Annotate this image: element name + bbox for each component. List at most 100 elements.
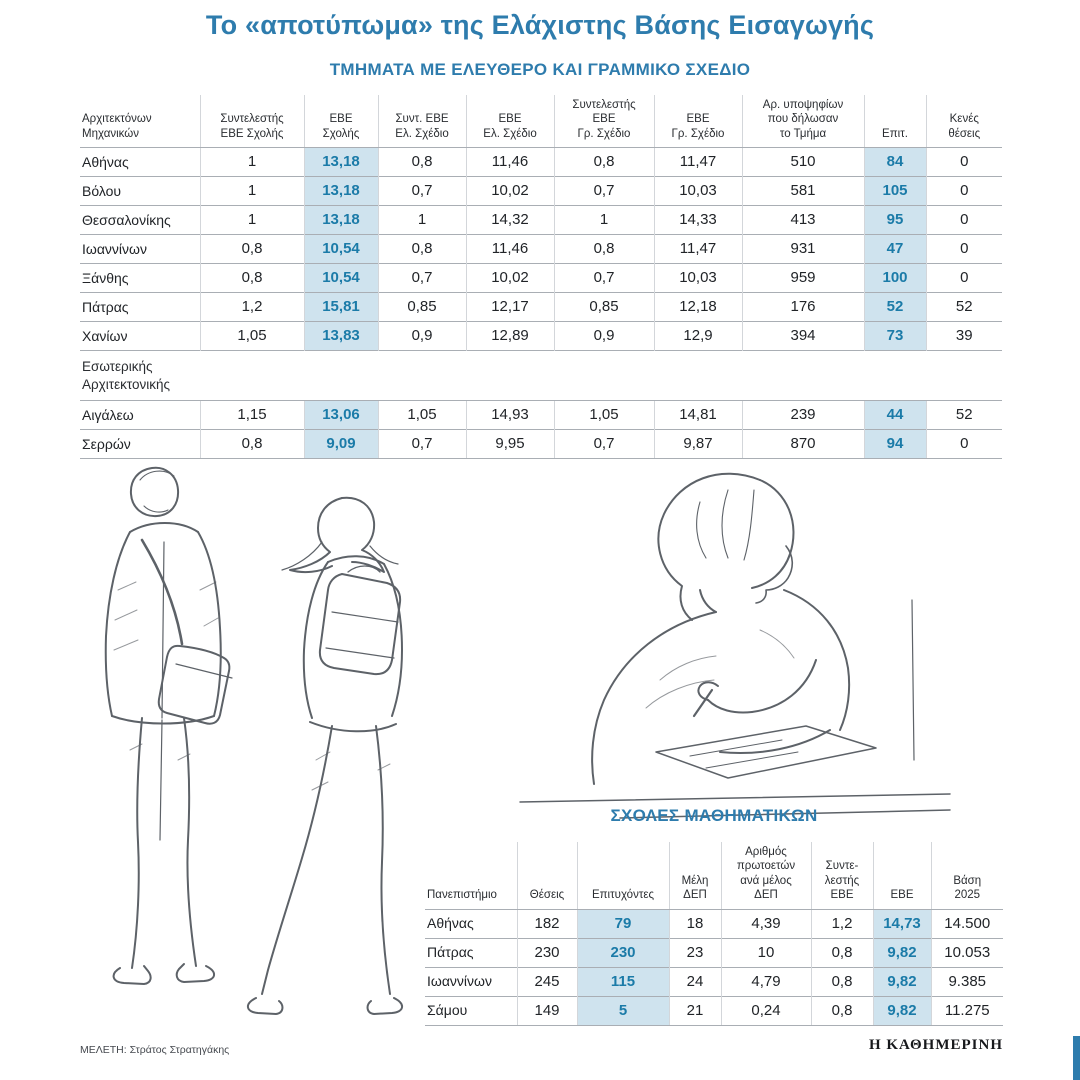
row-label: Πάτρας (80, 292, 200, 322)
header-row: Πανεπιστήμιο Θέσεις Επιτυχόντες Μέλη ΔΕΠ Αρι… (425, 842, 1003, 910)
table-cell: 0,8 (553, 147, 654, 177)
table-cell: 39 (925, 321, 1002, 351)
column-header: Πανεπιστήμιο (425, 842, 517, 910)
row-label: Ιωαννίνων (80, 234, 200, 264)
table-row: Πάτρας 230 230 23 10 0,8 9,82 10.053 (425, 937, 1003, 967)
table-cell: 1,05 (199, 321, 304, 351)
table-row: Σερρών 0,8 9,09 0,7 9,95 0,7 9,87 870 94 0 (80, 429, 1002, 460)
table-cell: 10,03 (653, 263, 742, 293)
math-table-wrap: Πανεπιστήμιο Θέσεις Επιτυχόντες Μέλη ΔΕΠ Αρι… (425, 842, 1003, 1026)
header-row: Αρχιτεκτόνων Μηχανικών Συντελεστής ΕΒΕ Σχ… (80, 95, 1002, 149)
table-cell: 0 (925, 234, 1002, 264)
table-cell: 52 (925, 400, 1002, 430)
column-header: Συντε- λεστής ΕΒΕ (810, 842, 873, 910)
table-cell: 13,83 (303, 321, 378, 351)
table-cell: 10,54 (303, 234, 378, 264)
table-cell: 245 (516, 966, 577, 996)
table-cell: 0,8 (199, 263, 304, 293)
table-cell: 149 (516, 995, 577, 1026)
row-label: Σάμου (425, 995, 517, 1026)
table-cell: 413 (741, 205, 864, 235)
table-cell: 0,7 (377, 263, 466, 293)
section-row: Εσωτερικής Αρχιτεκτονικής (80, 350, 1002, 401)
table-cell: 95 (863, 205, 926, 235)
table-cell: 13,06 (303, 400, 378, 430)
column-header: Αρ. υποψηφίων που δήλωσαν το Τμήμα (741, 95, 864, 149)
table-cell: 10.053 (930, 937, 1003, 967)
column-header: ΕΒΕ Ελ. Σχέδιο (465, 95, 554, 149)
table-cell: 105 (863, 176, 926, 206)
table-cell: 18 (668, 908, 721, 938)
table-cell: 1 (199, 176, 304, 206)
table-cell: 9,82 (872, 937, 931, 967)
table-row: Χανίων 1,05 13,83 0,9 12,89 0,9 12,9 394 73 39 (80, 321, 1002, 351)
table-row: Αθήνας 1 13,18 0,8 11,46 0,8 11,47 510 84 0 (80, 147, 1002, 177)
newspaper-logo: Η ΚΑΘΗΜΕΡΙΝΗ (868, 1037, 1003, 1053)
table-row: Σάμου 149 5 21 0,24 0,8 9,82 11.275 (425, 995, 1003, 1026)
column-header: ΕΒΕ Σχολής (303, 95, 378, 149)
table-cell: 1,05 (553, 400, 654, 430)
table-cell: 0,8 (810, 937, 873, 967)
row-label: Σερρών (80, 429, 200, 460)
table-cell: 9,87 (653, 429, 742, 460)
table-cell: 94 (863, 429, 926, 460)
table-cell: 0,24 (720, 995, 811, 1026)
table-cell: 0 (925, 429, 1002, 460)
table-cell: 0,9 (377, 321, 466, 351)
table-cell: 0,7 (377, 176, 466, 206)
table-cell: 10,02 (465, 263, 554, 293)
table-cell: 73 (863, 321, 926, 351)
table-cell: 0,7 (553, 176, 654, 206)
table-cell: 11,47 (653, 147, 742, 177)
table-row: Αιγάλεω 1,15 13,06 1,05 14,93 1,05 14,81 239 44 5… (80, 400, 1002, 430)
table-cell: 239 (741, 400, 864, 430)
table-cell: 0,9 (553, 321, 654, 351)
table-cell: 1,2 (810, 908, 873, 938)
column-header: Επιτ. (863, 95, 926, 149)
column-header: Μέλη ΔΕΠ (668, 842, 721, 910)
table-cell: 0 (925, 205, 1002, 235)
table-cell: 52 (925, 292, 1002, 322)
table-cell: 1,05 (377, 400, 466, 430)
column-header: Βάση 2025 (930, 842, 1003, 910)
section-label: Εσωτερικής Αρχιτεκτονικής (80, 350, 1002, 401)
table-cell: 9,82 (872, 966, 931, 996)
table-cell: 9,82 (872, 995, 931, 1026)
column-header: Επιτυχόντες (576, 842, 669, 910)
page-title: Το «αποτύπωμα» της Ελάχιστης Βάσης Εισαγ… (205, 10, 875, 40)
table-cell: 9.385 (930, 966, 1003, 996)
table-cell: 12,18 (653, 292, 742, 322)
brand-accent-bar (1073, 1036, 1080, 1080)
table-cell: 9,09 (303, 429, 378, 460)
table-cell: 52 (863, 292, 926, 322)
row-label: Θεσσαλονίκης (80, 205, 200, 235)
table-cell: 0 (925, 263, 1002, 293)
study-credit: ΜΕΛΕΤΗ: Στράτος Στρατηγάκης (80, 1044, 230, 1056)
row-label: Αθήνας (80, 147, 200, 177)
column-header: Συντ. ΕΒΕ Ελ. Σχέδιο (377, 95, 466, 149)
table-cell: 0,8 (377, 147, 466, 177)
table-cell: 510 (741, 147, 864, 177)
table-cell: 11,46 (465, 234, 554, 264)
table-cell: 79 (576, 908, 669, 938)
table1-title: ΤΜΗΜΑΤΑ ΜΕ ΕΛΕΥΘΕΡΟ ΚΑΙ ΓΡΑΜΜΙΚΟ ΣΧΕΔΙΟ (329, 60, 751, 79)
table-cell: 1 (553, 205, 654, 235)
table-cell: 0,7 (377, 429, 466, 460)
table-cell: 11,47 (653, 234, 742, 264)
row-label: Χανίων (80, 321, 200, 351)
walking-man-sketch-icon (104, 466, 233, 985)
table-cell: 23 (668, 937, 721, 967)
table-cell: 230 (576, 937, 669, 967)
table-cell: 1 (377, 205, 466, 235)
table-cell: 1 (199, 147, 304, 177)
table-cell: 12,89 (465, 321, 554, 351)
table-cell: 0,8 (810, 966, 873, 996)
walking-woman-backpack-sketch-icon (247, 496, 403, 1015)
student-writing-sketch-icon (519, 472, 951, 819)
table-cell: 1 (199, 205, 304, 235)
table-cell: 14,93 (465, 400, 554, 430)
table-cell: 0,8 (199, 429, 304, 460)
table-cell: 10 (720, 937, 811, 967)
math-schools-table: Πανεπιστήμιο Θέσεις Επιτυχόντες Μέλη ΔΕΠ Αρι… (425, 842, 1003, 1026)
table-cell: 15,81 (303, 292, 378, 322)
